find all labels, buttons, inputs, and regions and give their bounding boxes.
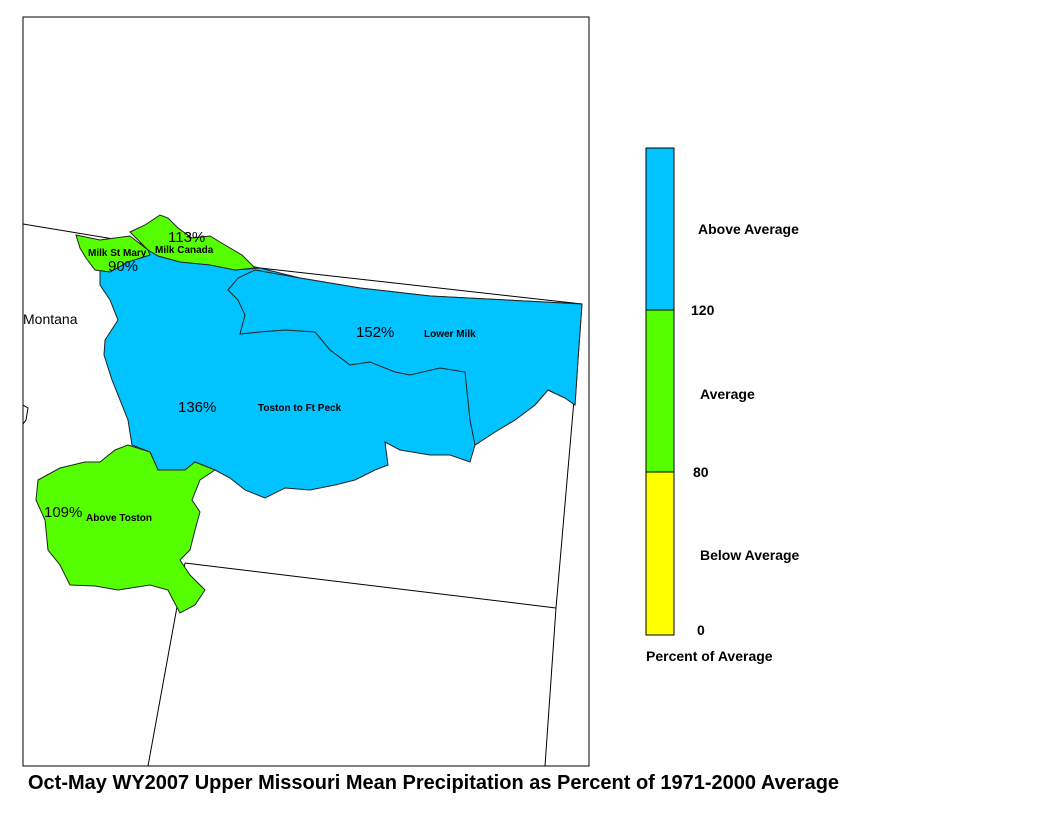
basin-milk-canada-name: Milk Canada	[155, 245, 214, 256]
legend-label-below-average: Below Average	[700, 547, 800, 563]
basin-milk-st-mary-percent: 90%	[108, 258, 138, 275]
legend-break-0: 0	[697, 622, 705, 638]
basin-lower-milk[interactable]	[227, 269, 583, 446]
basin-lower-milk-name: Lower Milk	[424, 329, 476, 340]
state-label-montana: Montana	[23, 311, 78, 327]
legend-color-bar	[645, 147, 675, 636]
legend-break-80: 80	[693, 464, 709, 480]
legend-swatch-below-average	[645, 471, 675, 636]
basin-toston-to-ft-peck-percent: 136%	[178, 399, 216, 416]
basin-above-toston-name: Above Toston	[86, 513, 152, 524]
legend-title: Percent of Average	[646, 648, 773, 664]
legend-swatch-above-average	[645, 147, 675, 311]
legend-label-above-average: Above Average	[698, 221, 799, 237]
basin-above-toston[interactable]	[35, 444, 217, 614]
basin-toston-to-ft-peck-name: Toston to Ft Peck	[258, 403, 342, 414]
legend-swatch-average	[645, 309, 675, 473]
basin-milk-st-mary-name: Milk St Mary	[88, 248, 147, 259]
basin-above-toston-percent: 109%	[44, 504, 82, 521]
basin-milk-canada[interactable]	[129, 214, 257, 271]
basin-lower-milk-percent: 152%	[356, 324, 394, 341]
legend-break-120: 120	[691, 302, 715, 318]
basin-milk-canada-percent: 113%	[168, 229, 205, 246]
state-border-south	[184, 562, 557, 609]
basin-milk-st-mary[interactable]	[75, 234, 151, 273]
map-title: Oct-May WY2007 Upper Missouri Mean Preci…	[28, 772, 840, 794]
state-border-west	[23, 404, 29, 425]
legend-label-average: Average	[700, 386, 755, 402]
